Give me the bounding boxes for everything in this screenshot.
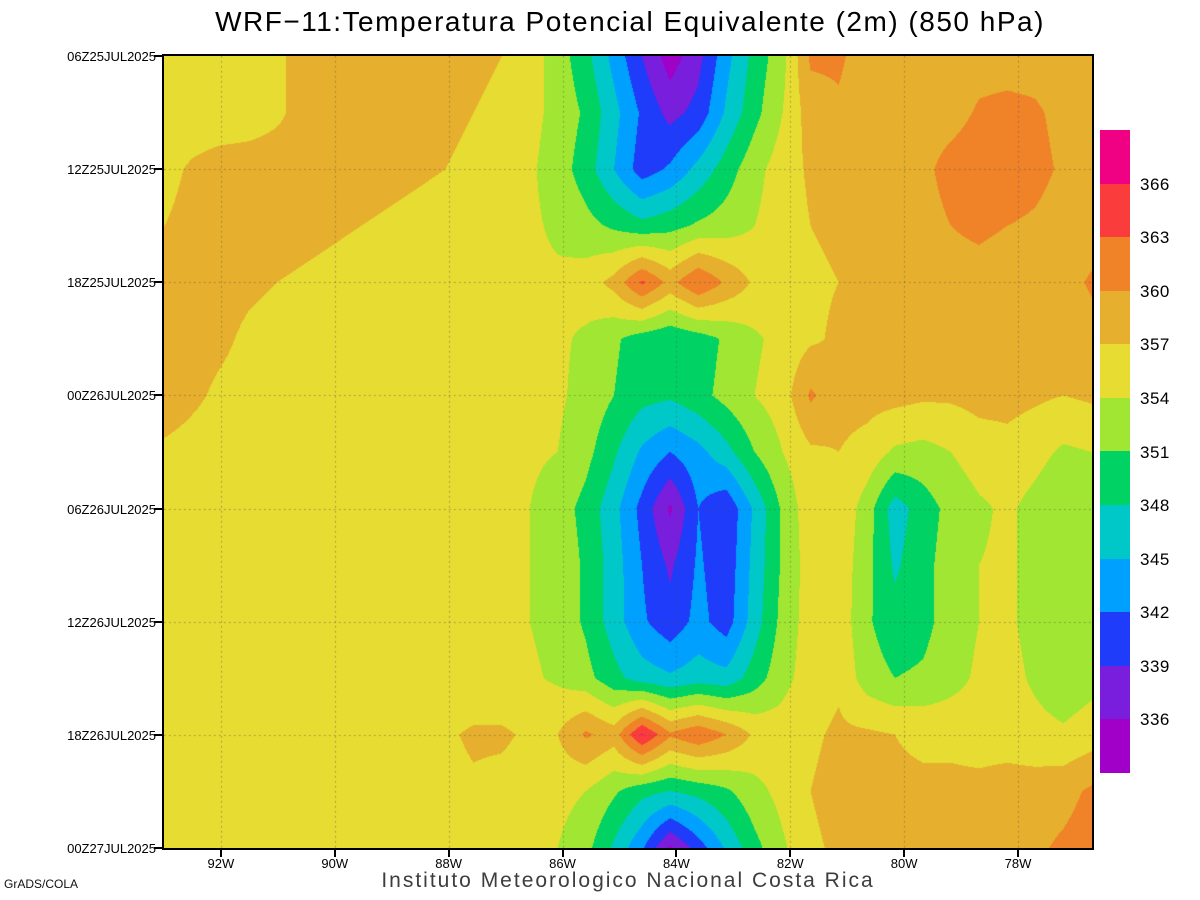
colorbar-segment [1100,290,1130,345]
x-tick-mark [447,850,450,857]
y-tick-label: 18Z25JUL2025 [67,275,156,291]
y-tick-label: 06Z25JUL2025 [67,49,156,64]
x-tick-label: 92W [207,856,235,871]
colorbar-label: 357 [1140,335,1170,355]
colorbar-label: 348 [1140,496,1170,516]
x-tick-mark [561,850,564,857]
colorbar-segment [1100,451,1130,506]
colorbar-label: 345 [1140,549,1170,569]
colorbar-segment [1100,719,1130,773]
x-tick-mark [675,850,678,857]
colorbar-segment [1100,344,1130,398]
x-tick-mark [333,850,336,857]
colorbar-label: 336 [1140,710,1170,730]
x-tick-mark [903,850,906,857]
chart-title: WRF−11:Temperatura Potencial Equivalente… [215,6,1045,37]
y-tick-label: 12Z26JUL2025 [67,614,156,630]
contour-field-canvas [164,56,1092,848]
x-tick-mark [1016,850,1019,857]
colorbar-segment [1100,612,1130,666]
y-tick-mark [154,847,162,849]
y-tick-mark [154,733,162,736]
colorbar-segment [1100,130,1130,184]
y-tick-mark [154,620,162,623]
y-tick-label: 00Z26JUL2025 [67,388,156,404]
x-tick-label: 80W [890,856,918,871]
y-tick-mark [154,281,162,284]
x-tick-label: 88W [435,856,463,871]
colorbar-label: 360 [1140,281,1170,301]
colorbar-segment [1100,665,1130,720]
y-tick-mark [154,168,162,171]
plot-area [162,54,1094,850]
x-tick-label: 90W [321,856,349,871]
colorbar-segment [1100,558,1130,613]
colorbar [1100,130,1130,773]
x-tick-label: 82W [776,856,804,871]
colorbar-label: 363 [1140,228,1170,248]
x-tick-label: 78W [1004,856,1032,871]
colorbar-label: 339 [1140,656,1170,676]
colorbar-segment [1100,397,1130,452]
colorbar-segment [1100,505,1130,559]
y-tick-label: 18Z26JUL2025 [67,727,156,743]
y-tick-mark [154,55,162,57]
x-tick-label: 86W [549,856,576,871]
x-tick-mark [789,850,792,857]
x-tick-label: 84W [663,856,690,871]
colorbar-label: 366 [1140,174,1170,194]
y-tick-mark [154,507,162,510]
colorbar-label: 351 [1140,442,1170,462]
colorbar-label: 354 [1140,388,1170,408]
x-tick-mark [219,850,222,857]
colorbar-segment [1100,237,1130,291]
y-tick-label: 06Z26JUL2025 [67,501,156,517]
colorbar-segment [1100,183,1130,238]
y-tick-label: 00Z27JUL2025 [67,841,156,856]
institute-caption: Instituto Meteorologico Nacional Costa R… [381,869,875,892]
colorbar-label: 342 [1140,603,1170,623]
grads-credit: GrADS/COLA [4,877,79,891]
y-tick-mark [154,394,162,397]
y-tick-label: 12Z25JUL2025 [67,162,156,178]
